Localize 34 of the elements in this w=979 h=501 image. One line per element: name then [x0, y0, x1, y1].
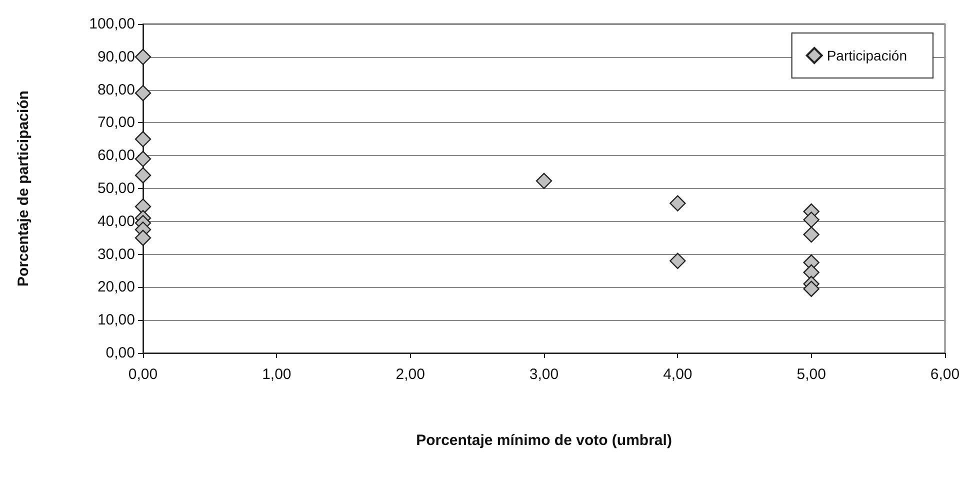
- y-tick-label: 0,00: [106, 344, 135, 362]
- x-tick-label: 2,00: [396, 366, 425, 383]
- x-tick-label: 0,00: [128, 366, 158, 383]
- point: [134, 48, 152, 65]
- x-axis-title: Porcentaje mínimo de voto (umbral): [416, 432, 672, 449]
- point: [803, 226, 820, 243]
- x-tick-label: 4,00: [663, 366, 692, 383]
- y-axis-title: Porcentaje de participación: [15, 90, 32, 286]
- y-tick-label: 20,00: [97, 278, 135, 296]
- point: [803, 264, 820, 280]
- x-tick-label: 5,00: [796, 366, 826, 383]
- point: [803, 212, 820, 228]
- point: [134, 131, 152, 148]
- point: [670, 195, 686, 212]
- point: [134, 230, 152, 246]
- y-tick-label: 70,00: [97, 114, 135, 132]
- point: [670, 252, 686, 269]
- legend-label: Participación: [826, 48, 908, 64]
- x-tick-label: 6,00: [930, 366, 960, 383]
- y-tick-label: 100,00: [89, 16, 135, 32]
- point: [803, 280, 820, 297]
- y-tick-label: 90,00: [97, 48, 135, 66]
- y-tick-label: 60,00: [97, 147, 135, 164]
- point: [536, 172, 552, 190]
- point: [134, 167, 152, 184]
- point: [134, 84, 152, 102]
- y-tick-label: 30,00: [97, 246, 135, 263]
- x-tick-label: 3,00: [529, 366, 559, 383]
- y-tick-label: 10,00: [97, 312, 135, 329]
- y-tick-label: 40,00: [97, 212, 135, 230]
- y-tick-label: 80,00: [97, 81, 135, 98]
- point: [134, 150, 152, 167]
- y-tick-label: 50,00: [97, 180, 135, 197]
- x-tick-label: 1,00: [262, 366, 292, 383]
